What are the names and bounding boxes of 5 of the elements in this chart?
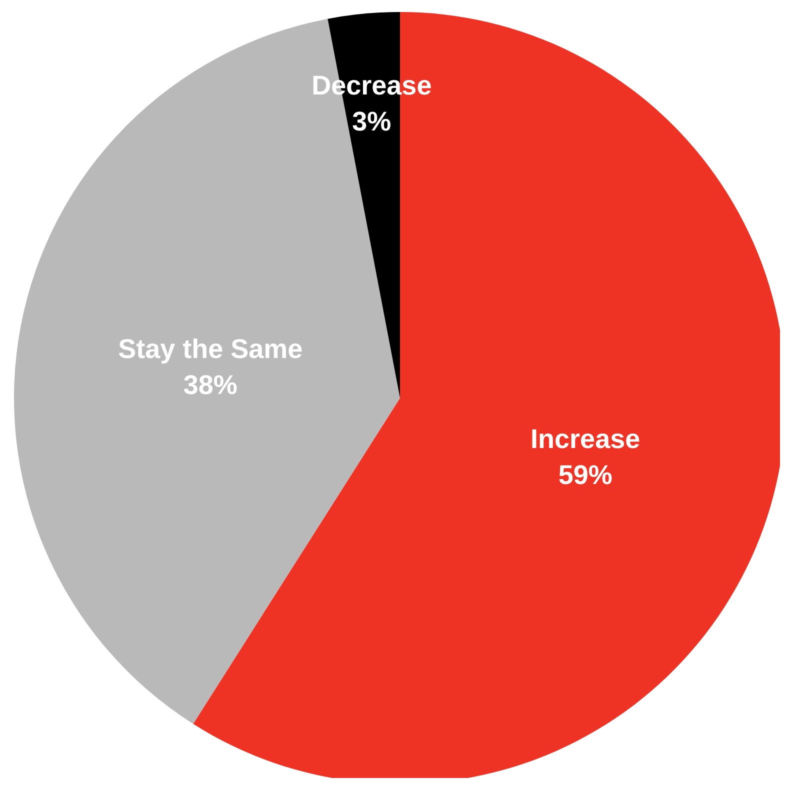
data-label: 3% [352,106,392,136]
slice-label: Increase [530,424,640,454]
data-label: 59% [558,460,612,490]
data-label: 38% [183,370,238,400]
slice-label: Stay the Same [118,334,303,364]
